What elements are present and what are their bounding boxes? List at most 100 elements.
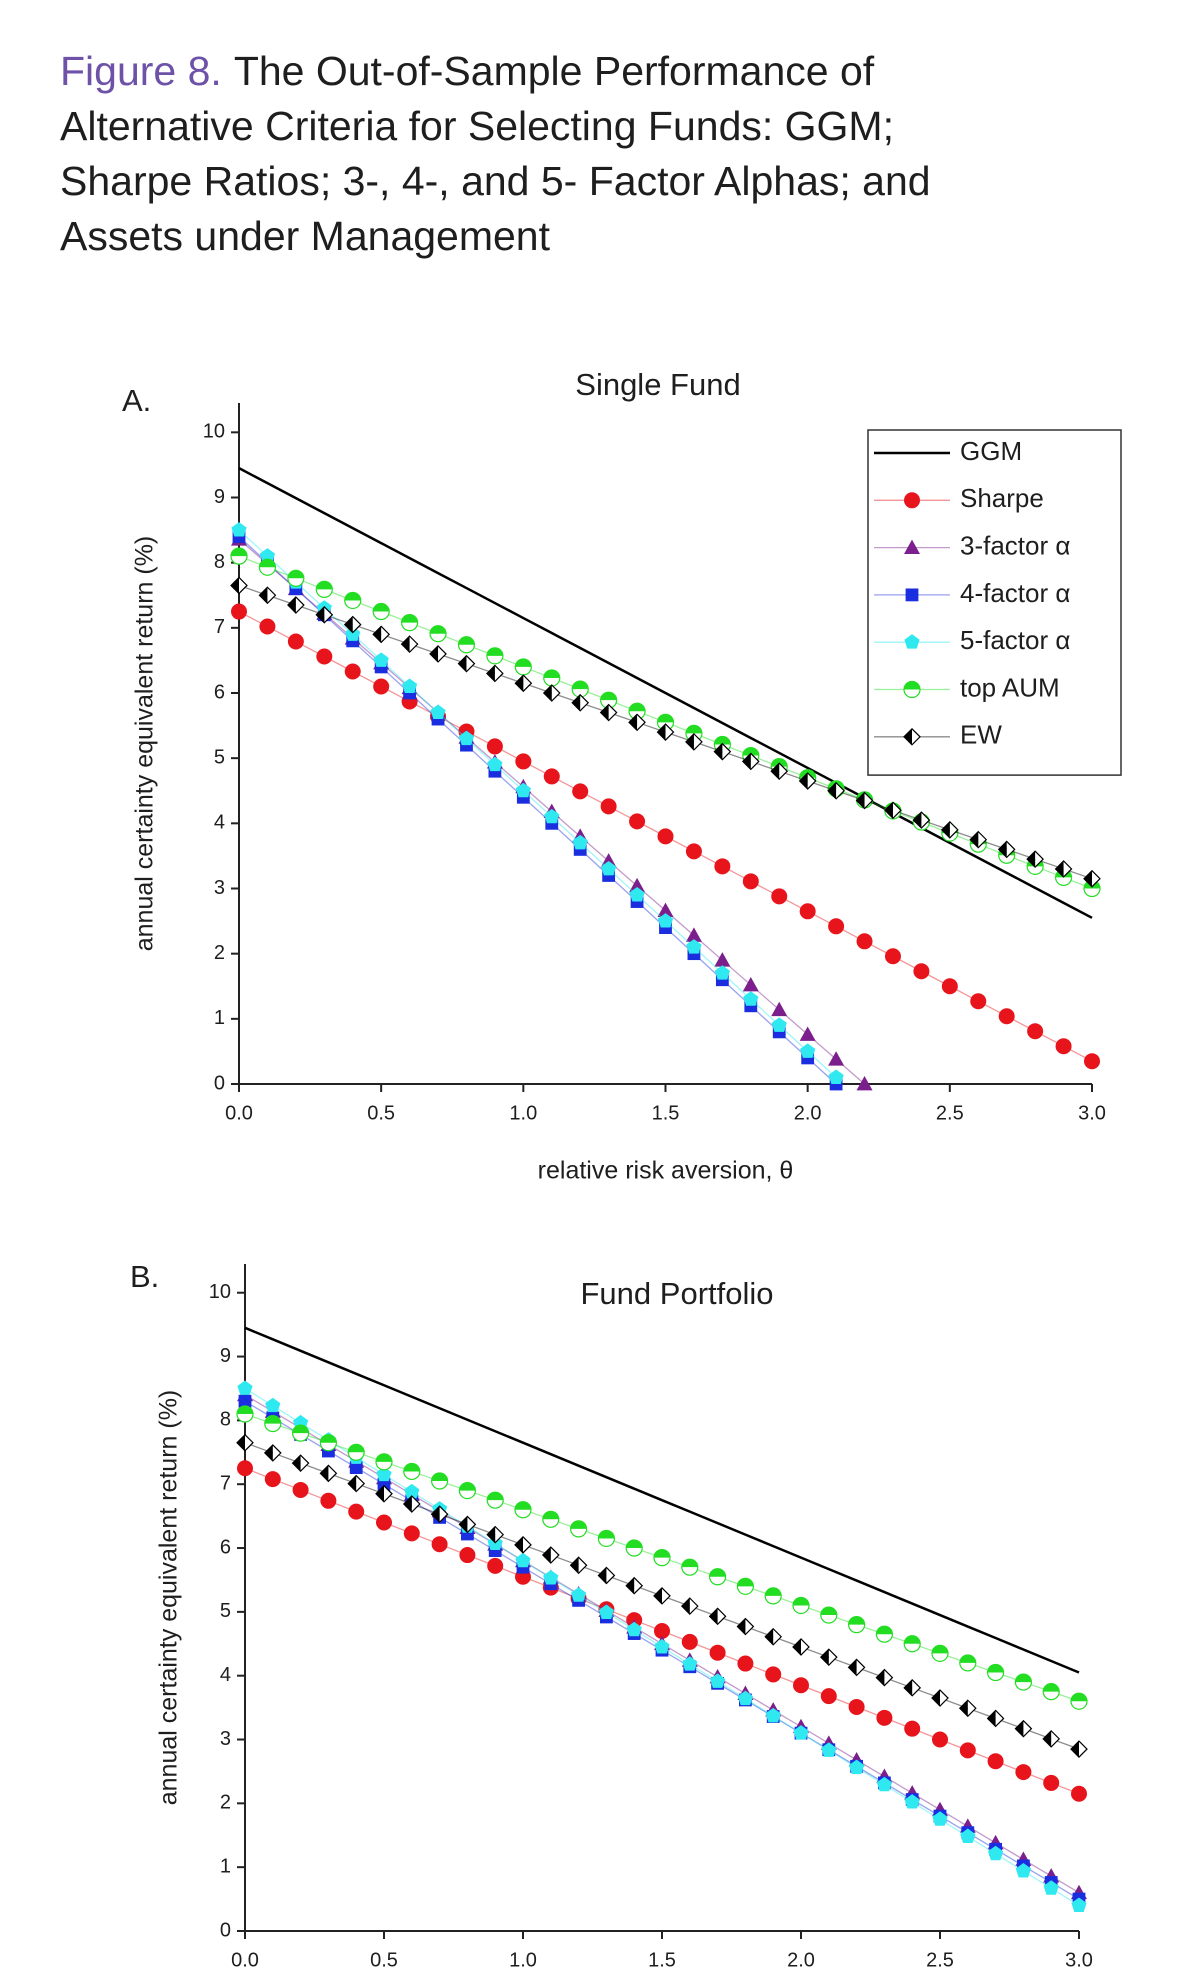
marker-shape [828, 1069, 844, 1084]
marker-shape [793, 1638, 801, 1655]
marker-shape [904, 1794, 920, 1809]
marker-outline [958, 1699, 977, 1718]
marker-shape [401, 678, 418, 693]
x-tick-label: 0.5 [367, 1102, 395, 1124]
data-point [821, 1742, 837, 1757]
marker-shape [349, 1461, 363, 1475]
marker-shape [654, 1587, 662, 1604]
data-point [1070, 1740, 1088, 1758]
data-point [403, 1462, 421, 1481]
marker-shape [401, 636, 410, 653]
marker-shape [515, 675, 524, 692]
marker-outline [430, 1505, 449, 1524]
data-point [457, 636, 476, 654]
data-point [515, 782, 531, 798]
data-point [685, 733, 703, 751]
marker-shape [259, 567, 276, 576]
marker-shape [959, 1742, 976, 1759]
marker-shape [411, 1495, 420, 1512]
marker-shape [932, 1653, 948, 1662]
marker-shape [376, 1461, 392, 1470]
marker-shape [657, 828, 674, 845]
marker-outline [400, 635, 419, 653]
marker-shape [320, 1492, 337, 1509]
marker-shape [1055, 860, 1064, 877]
y-tick-label: 6 [214, 681, 225, 703]
marker-shape [828, 918, 845, 935]
marker-outline [1042, 1730, 1061, 1748]
data-point [571, 680, 589, 698]
data-point [599, 703, 618, 722]
legend-label: 3-factor α [960, 530, 1070, 560]
marker-shape [430, 645, 439, 662]
data-point [1015, 1764, 1032, 1781]
marker-shape [431, 1481, 448, 1490]
marker-outline [599, 703, 618, 722]
data-point [543, 669, 561, 687]
marker-shape [876, 1634, 893, 1643]
marker-shape [771, 1017, 787, 1032]
data-point [265, 1397, 281, 1413]
marker-shape [287, 578, 304, 587]
data-point [514, 1501, 532, 1519]
marker-outline [1070, 1740, 1088, 1758]
data-point [231, 603, 247, 620]
marker-outline [628, 713, 646, 732]
marker-outline [264, 1414, 282, 1433]
data-point [913, 963, 930, 980]
marker-outline [541, 1546, 560, 1564]
data-point [876, 1776, 893, 1792]
marker-shape [515, 666, 532, 675]
data-point [626, 1621, 642, 1637]
data-point [486, 1491, 504, 1509]
marker-shape [245, 1434, 253, 1451]
marker-shape [487, 1557, 504, 1574]
data-point [1054, 860, 1073, 878]
marker-shape [714, 965, 730, 980]
marker-outline [431, 1472, 449, 1490]
data-point [315, 605, 334, 624]
marker-outline [403, 1462, 421, 1481]
data-point [941, 978, 958, 995]
marker-outline [236, 1405, 254, 1423]
data-point [287, 596, 305, 614]
legend-label: Sharpe [960, 483, 1044, 513]
marker-shape [714, 952, 731, 967]
marker-shape [967, 1700, 976, 1717]
data-point [770, 762, 789, 781]
marker-outline [597, 1566, 616, 1585]
data-point [771, 1017, 787, 1032]
marker-shape [292, 1433, 309, 1442]
marker-shape [231, 577, 239, 594]
data-point [373, 652, 389, 667]
marker-outline [569, 1556, 588, 1575]
data-point [628, 713, 646, 732]
marker-shape [709, 1608, 718, 1625]
marker-shape [765, 1666, 782, 1683]
marker-shape [1055, 1038, 1072, 1055]
marker-shape [657, 724, 666, 741]
y-tick-label: 4 [220, 1664, 231, 1686]
marker-shape [709, 1673, 726, 1688]
marker-shape [316, 648, 333, 665]
marker-outline [931, 1644, 949, 1662]
marker-shape [904, 1643, 921, 1652]
marker-shape [689, 1598, 698, 1615]
data-point [292, 1481, 309, 1498]
marker-shape [662, 1587, 670, 1604]
data-point [431, 1472, 449, 1490]
data-point [629, 813, 646, 830]
data-point [828, 1069, 844, 1084]
marker-shape [600, 798, 617, 815]
marker-shape [626, 1548, 643, 1557]
marker-shape [231, 603, 247, 620]
marker-shape [750, 753, 759, 770]
marker-shape [714, 858, 731, 875]
data-point [765, 1707, 781, 1723]
data-point [681, 1633, 698, 1650]
marker-shape [682, 1656, 698, 1671]
marker-shape [629, 877, 646, 893]
data-point [680, 1597, 699, 1615]
data-point [827, 781, 845, 800]
marker-outline [375, 1484, 393, 1503]
